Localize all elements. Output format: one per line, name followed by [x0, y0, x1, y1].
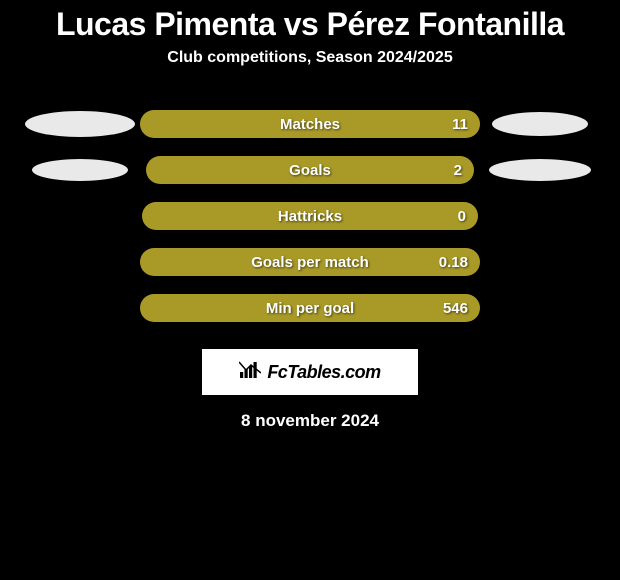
stat-label: Matches	[280, 116, 340, 133]
player-ellipse-left	[25, 111, 135, 137]
stat-row: Min per goal 546	[0, 285, 620, 331]
bar-track: Matches 11	[140, 110, 480, 138]
comparison-infographic: Lucas Pimenta vs Pérez Fontanilla Club c…	[0, 0, 620, 431]
barchart-icon	[239, 360, 261, 385]
player-ellipse-left	[32, 159, 128, 181]
player-ellipse-right	[492, 112, 588, 136]
left-side	[20, 159, 140, 181]
left-side	[20, 111, 140, 137]
right-side	[480, 112, 600, 136]
logo-box: FcTables.com	[202, 349, 418, 395]
stat-value: 546	[443, 300, 468, 317]
stat-label: Goals	[289, 162, 331, 179]
logo-text: FcTables.com	[267, 362, 380, 383]
stat-row: Goals 2	[0, 147, 620, 193]
stat-row: Matches 11	[0, 101, 620, 147]
bar-track: Min per goal 546	[140, 294, 480, 322]
right-side	[480, 159, 600, 181]
stat-bar: Goals per match 0.18	[140, 248, 480, 276]
date-label: 8 november 2024	[0, 411, 620, 431]
subtitle: Club competitions, Season 2024/2025	[0, 49, 620, 67]
stat-value: 0	[458, 208, 466, 225]
stat-row: Hattricks 0	[0, 193, 620, 239]
stat-value: 2	[454, 162, 462, 179]
stat-label: Min per goal	[266, 300, 354, 317]
stat-bar: Hattricks 0	[142, 202, 478, 230]
page-title: Lucas Pimenta vs Pérez Fontanilla	[0, 2, 620, 49]
stat-bar: Min per goal 546	[140, 294, 480, 322]
stat-label: Hattricks	[278, 208, 342, 225]
bar-track: Goals per match 0.18	[140, 248, 480, 276]
stat-bar: Matches 11	[140, 110, 480, 138]
stat-label: Goals per match	[251, 254, 369, 271]
stats-list: Matches 11 Goals 2 Hattricks 0 Goals per match…	[0, 101, 620, 331]
stat-bar: Goals 2	[146, 156, 474, 184]
stat-value: 0.18	[439, 254, 468, 271]
bar-track: Hattricks 0	[140, 202, 480, 230]
stat-value: 11	[452, 116, 468, 133]
bar-track: Goals 2	[140, 156, 480, 184]
player-ellipse-right	[489, 159, 591, 181]
stat-row: Goals per match 0.18	[0, 239, 620, 285]
